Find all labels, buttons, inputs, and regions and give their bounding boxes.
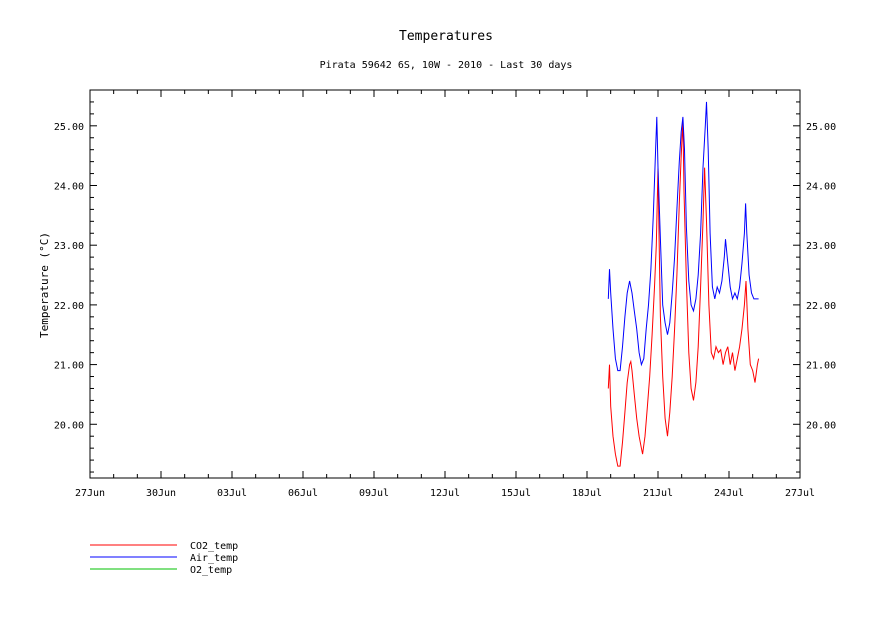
y-tick-label-right: 24.00: [806, 182, 836, 193]
x-tick-label: 21Jul: [643, 488, 673, 499]
y-tick-label-right: 22.00: [806, 301, 836, 312]
x-tick-label: 24Jul: [714, 488, 744, 499]
x-tick-label: 27Jul: [785, 488, 815, 499]
axis-ticks: 27Jun 30Jun 03Jul 06Jul 09Jul 12Jul 15Jul 18Jul…: [54, 89, 836, 499]
series-line-air-temp: [607, 101, 759, 372]
y-tick-label-left: 23.00: [54, 241, 84, 252]
y-tick-label-right: 20.00: [806, 420, 836, 431]
y-tick-label-right: 25.00: [806, 122, 836, 133]
x-tick-label: 09Jul: [359, 488, 389, 499]
chart-subtitle: Pirata 59642 6S, 10W - 2010 - Last 30 da…: [320, 60, 573, 71]
series-lines: [607, 101, 760, 467]
x-tick-label: 15Jul: [501, 488, 531, 499]
legend-label: CO2_temp: [190, 541, 238, 552]
chart-title: Temperatures: [399, 29, 493, 44]
y-axis-label: Temperature (°C): [38, 232, 51, 338]
x-tick-label: 30Jun: [146, 488, 176, 499]
x-tick-label: 27Jun: [75, 488, 105, 499]
x-tick-label: 18Jul: [572, 488, 602, 499]
plot-frame: [89, 89, 801, 479]
y-tick-label-right: 23.00: [806, 241, 836, 252]
y-tick-label-left: 25.00: [54, 122, 84, 133]
y-tick-label-left: 22.00: [54, 301, 84, 312]
x-tick-label: 03Jul: [217, 488, 247, 499]
x-tick-label: 12Jul: [430, 488, 460, 499]
y-tick-label-left: 24.00: [54, 182, 84, 193]
y-tick-label-left: 21.00: [54, 361, 84, 372]
x-tick-label: 06Jul: [288, 488, 318, 499]
y-tick-label-right: 21.00: [806, 361, 836, 372]
series-line-co2-temp: [607, 119, 760, 467]
y-tick-label-left: 20.00: [54, 420, 84, 431]
legend-label: O2_temp: [190, 565, 232, 576]
legend-label: Air_temp: [190, 553, 238, 564]
